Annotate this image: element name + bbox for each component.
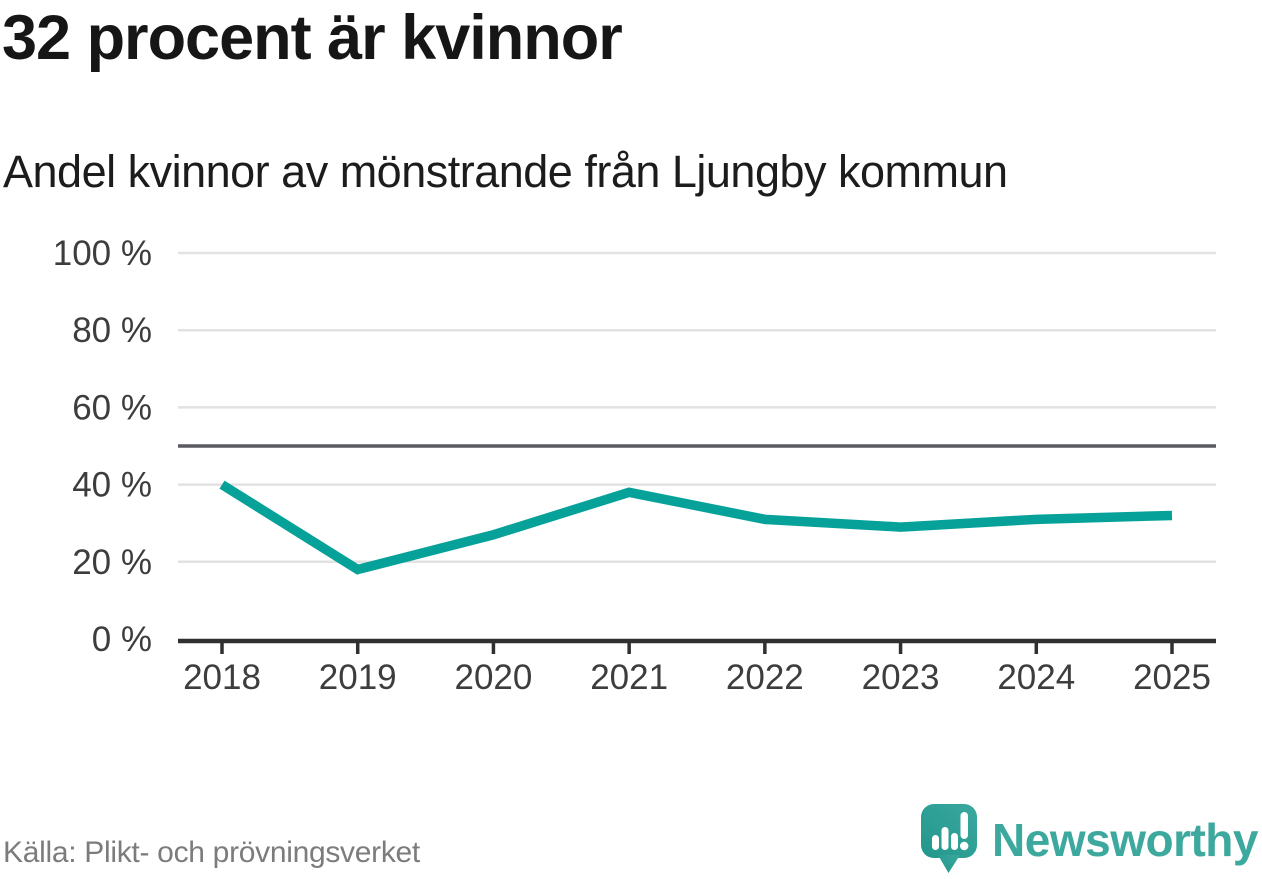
- y-tick-label: 80 %: [72, 311, 152, 350]
- chart-subtitle: Andel kvinnor av mönstrande från Ljungby…: [3, 146, 1008, 197]
- x-tick-label: 2025: [1133, 658, 1211, 697]
- y-tick-label: 0 %: [92, 620, 152, 659]
- x-tick-label: 2021: [590, 658, 668, 697]
- newsworthy-bubble-chart-icon: [921, 804, 978, 873]
- headline: 32 procent är kvinnor: [2, 3, 623, 73]
- x-tick-label: 2024: [997, 658, 1075, 697]
- y-tick-label: 40 %: [72, 466, 152, 505]
- x-tick-label: 2018: [183, 658, 261, 697]
- x-tick-label: 2022: [726, 658, 804, 697]
- y-tick-label: 100 %: [53, 234, 152, 273]
- y-tick-label: 20 %: [72, 543, 152, 582]
- y-tick-label: 60 %: [72, 388, 152, 427]
- newsworthy-wordmark: Newsworthy: [992, 814, 1258, 866]
- x-tick-label: 2019: [319, 658, 397, 697]
- x-tick-label: 2023: [862, 658, 940, 697]
- data-line: [219, 480, 1173, 575]
- source-label: Källa: Plikt- och prövningsverket: [3, 836, 420, 869]
- x-tick-label: 2020: [454, 658, 532, 697]
- newsworthy-logo: Newsworthy: [921, 804, 1258, 876]
